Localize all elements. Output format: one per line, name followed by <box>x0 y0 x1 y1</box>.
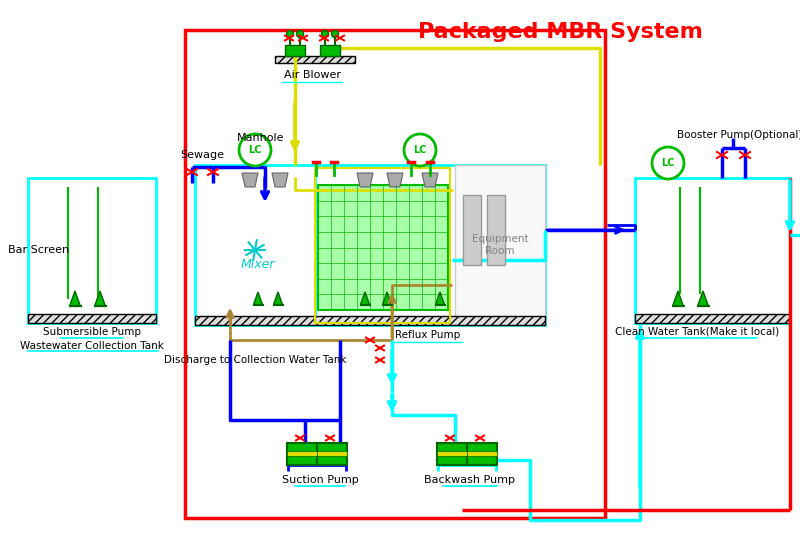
Circle shape <box>652 147 684 179</box>
Bar <box>317 443 347 465</box>
Bar <box>437 451 467 456</box>
Text: Backwash Pump: Backwash Pump <box>425 475 515 485</box>
Text: Clean Water Tank(Make it local): Clean Water Tank(Make it local) <box>615 327 779 337</box>
Bar <box>195 165 545 325</box>
Text: LC: LC <box>662 158 674 168</box>
Bar <box>275 56 355 63</box>
Bar <box>437 443 467 465</box>
Bar <box>315 168 450 323</box>
Circle shape <box>322 30 329 38</box>
Bar <box>463 195 481 265</box>
Bar <box>195 316 545 325</box>
Polygon shape <box>242 173 258 187</box>
Bar <box>455 165 545 325</box>
Polygon shape <box>673 291 683 306</box>
Polygon shape <box>422 173 438 187</box>
Text: Reflux Pump: Reflux Pump <box>395 330 460 340</box>
Polygon shape <box>70 291 81 306</box>
Circle shape <box>331 30 338 38</box>
Polygon shape <box>357 173 373 187</box>
Text: Mixer: Mixer <box>241 258 275 271</box>
Bar <box>467 451 497 456</box>
Polygon shape <box>387 173 403 187</box>
Polygon shape <box>361 292 370 305</box>
Text: Air Blower: Air Blower <box>283 70 341 80</box>
Bar <box>287 443 317 465</box>
Polygon shape <box>272 173 288 187</box>
Bar <box>285 45 305 56</box>
Bar <box>287 451 317 456</box>
Text: Sewage: Sewage <box>180 150 224 160</box>
Bar <box>318 185 448 310</box>
Text: LC: LC <box>414 145 426 155</box>
Circle shape <box>404 134 436 166</box>
Circle shape <box>297 30 303 38</box>
Text: Equipment
Room: Equipment Room <box>472 234 528 256</box>
Polygon shape <box>435 292 445 305</box>
Circle shape <box>286 30 294 38</box>
Polygon shape <box>94 291 106 306</box>
Bar <box>185 30 605 518</box>
Bar <box>467 443 497 465</box>
Circle shape <box>239 134 271 166</box>
Polygon shape <box>254 292 262 305</box>
Bar <box>28 314 156 323</box>
Polygon shape <box>382 292 391 305</box>
Text: Suction Pump: Suction Pump <box>282 475 358 485</box>
Bar <box>317 451 347 456</box>
Text: Manhole: Manhole <box>237 133 285 143</box>
Text: Submersible Pump: Submersible Pump <box>43 327 141 337</box>
Bar <box>635 314 790 323</box>
Text: Packaged MBR System: Packaged MBR System <box>418 22 702 42</box>
Polygon shape <box>274 292 282 305</box>
Text: Wastewater Collection Tank: Wastewater Collection Tank <box>20 341 164 351</box>
Text: Bar Screen: Bar Screen <box>8 245 69 255</box>
Text: Booster Pump(Optional): Booster Pump(Optional) <box>678 130 800 140</box>
Bar <box>28 178 156 323</box>
Bar <box>487 195 505 265</box>
Text: LC: LC <box>248 145 262 155</box>
Bar <box>320 45 340 56</box>
Bar <box>635 178 790 323</box>
Polygon shape <box>698 291 709 306</box>
Text: Discharge to Collection Water Tank: Discharge to Collection Water Tank <box>164 355 346 365</box>
